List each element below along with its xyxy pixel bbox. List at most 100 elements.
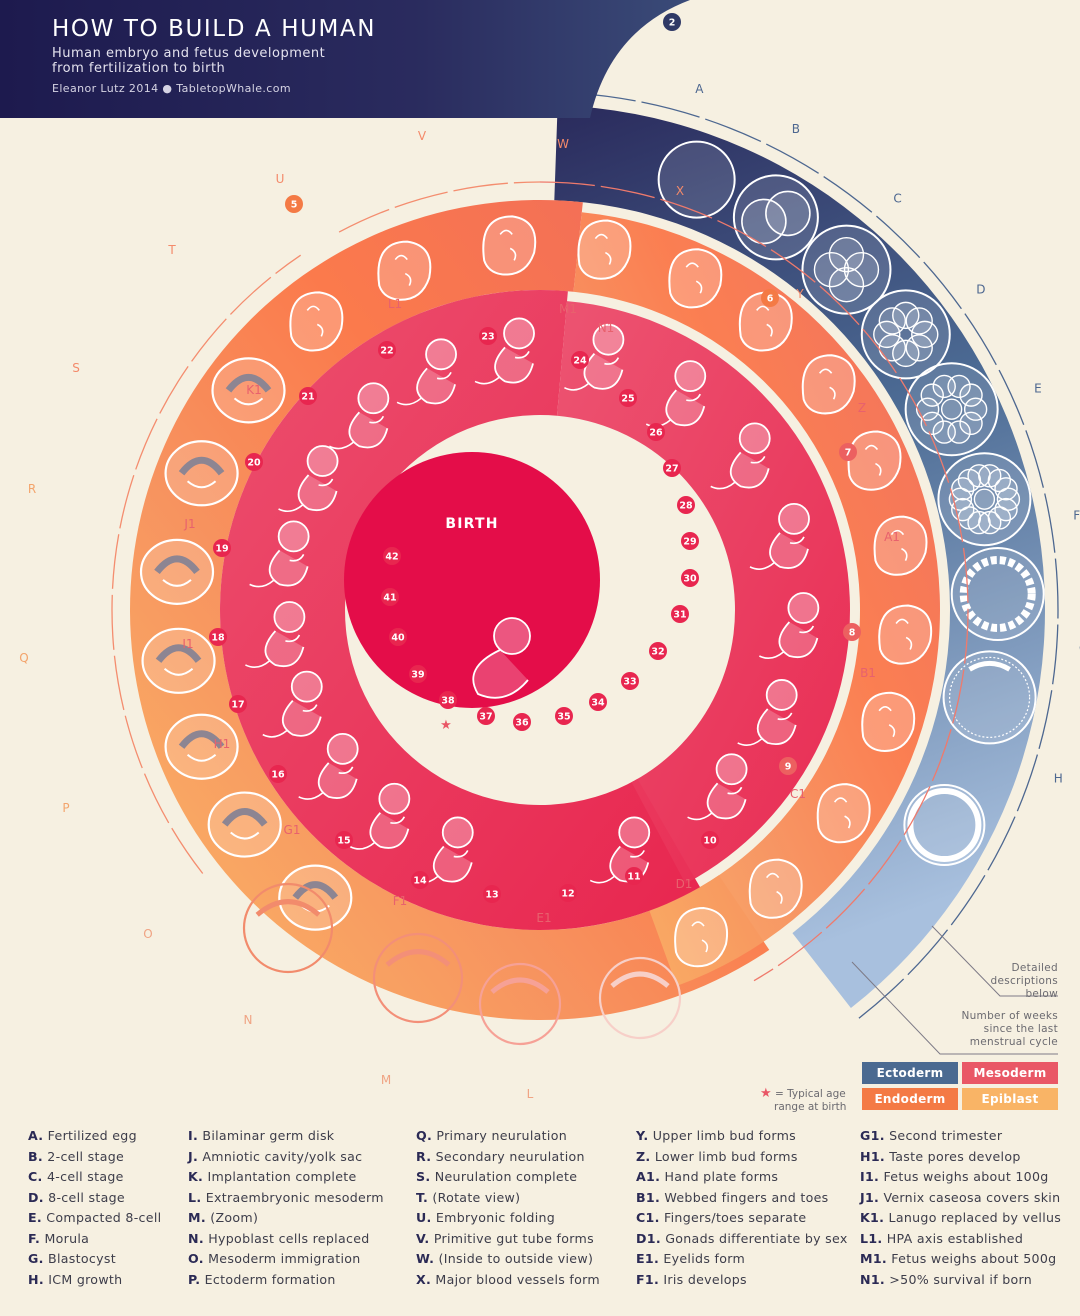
key-item: N. Hypoblast cells replaced bbox=[188, 1231, 384, 1252]
cell-blastomere bbox=[878, 334, 907, 362]
outer-stage-label: A bbox=[695, 82, 704, 96]
week-marker: 8 bbox=[843, 623, 861, 641]
star-note-line-2: range at birth bbox=[774, 1101, 847, 1113]
key-description: Blastocyst bbox=[43, 1251, 116, 1266]
cell-blastomere bbox=[940, 398, 963, 420]
week-marker-dot bbox=[839, 443, 857, 461]
inner-ring-band-right bbox=[556, 301, 850, 884]
week-marker-dot bbox=[335, 831, 353, 849]
cell-blastomere bbox=[963, 397, 988, 421]
week-marker: 20 bbox=[245, 453, 263, 471]
key-description: Hand plate forms bbox=[660, 1169, 779, 1184]
key-description: Bilaminar germ disk bbox=[198, 1128, 335, 1143]
fetus-arm bbox=[436, 371, 452, 380]
fetus-leg bbox=[710, 481, 736, 490]
outer-stage-cell bbox=[904, 362, 999, 457]
embryo-outline bbox=[278, 864, 353, 931]
week-marker: 40 bbox=[389, 628, 407, 646]
neural-plate bbox=[225, 373, 272, 393]
embryo-outline bbox=[861, 691, 916, 752]
cell-blastomere bbox=[947, 374, 971, 399]
embryo-illustration bbox=[211, 357, 286, 424]
key-letter: N1. bbox=[860, 1271, 885, 1287]
outer-stage-cell bbox=[937, 452, 1032, 547]
embryo-detail bbox=[756, 305, 770, 311]
fetus-leg bbox=[298, 792, 324, 800]
fetus-head bbox=[290, 670, 323, 703]
week-marker-dot bbox=[209, 628, 227, 646]
key-letter: A. bbox=[28, 1128, 44, 1143]
fetus-body bbox=[432, 845, 473, 883]
embryo-detail bbox=[594, 233, 609, 240]
week-marker-dot bbox=[681, 532, 699, 550]
fetus-arm bbox=[789, 536, 805, 545]
fetus-illustration bbox=[749, 502, 810, 570]
key-item: T. (Rotate view) bbox=[416, 1190, 600, 1211]
key-description: Fingers/toes separate bbox=[659, 1210, 807, 1225]
week-marker-label: 27 bbox=[665, 464, 678, 475]
week-marker-dot bbox=[701, 831, 719, 849]
week-marker-label: 7 bbox=[845, 448, 852, 459]
key-item: W. (Inside to outside view) bbox=[416, 1251, 600, 1272]
middle-stage-label: W bbox=[557, 137, 569, 151]
week-marker-label: 2 bbox=[669, 18, 676, 29]
embryo-fold bbox=[162, 579, 192, 587]
key-letter: J1. bbox=[860, 1189, 880, 1205]
fetus-body bbox=[472, 649, 529, 699]
fetus-body bbox=[769, 532, 809, 569]
embryo-illustration bbox=[482, 215, 537, 276]
credit: Eleanor Lutz 2014 ● TabletopWhale.com bbox=[52, 82, 291, 95]
fetus-illustration bbox=[687, 753, 748, 821]
limb-bud bbox=[776, 890, 783, 904]
legend-epiblast: Epiblast bbox=[962, 1088, 1058, 1110]
fetus-head bbox=[778, 502, 810, 535]
week-marker: 22 bbox=[378, 341, 396, 359]
cell-membrane bbox=[860, 289, 951, 380]
embryo-fold bbox=[163, 668, 194, 676]
limb-bud bbox=[905, 636, 913, 650]
key-item: H1. Taste pores develop bbox=[860, 1149, 1061, 1170]
fetus-illustration bbox=[245, 601, 306, 669]
key-description: Extraembryonic mesoderm bbox=[201, 1189, 384, 1205]
key-letter: L. bbox=[188, 1189, 202, 1205]
middle-stage-label: I1 bbox=[182, 637, 193, 651]
key-description: (Inside to outside view) bbox=[434, 1251, 594, 1266]
embryonic-disk bbox=[610, 971, 670, 988]
middle-ring bbox=[111, 181, 969, 1021]
cell-blastomere bbox=[878, 307, 907, 335]
key-description: Major blood vessels form bbox=[431, 1271, 600, 1287]
embryo-illustration bbox=[139, 538, 215, 605]
fetus-illustration bbox=[474, 317, 535, 385]
key-letter: F. bbox=[28, 1230, 41, 1246]
key-description: Fertilized egg bbox=[43, 1128, 137, 1143]
key-letter: V. bbox=[416, 1230, 430, 1246]
week-marker-label: 9 bbox=[785, 762, 792, 773]
fetus-illustration bbox=[413, 816, 474, 884]
bottom-stage-label: O bbox=[143, 927, 152, 941]
fetus-illustration bbox=[645, 360, 707, 428]
week-marker-label: 38 bbox=[441, 696, 455, 707]
key-item: D. 8-cell stage bbox=[28, 1190, 161, 1211]
key-item: F1. Iris develops bbox=[636, 1272, 848, 1293]
inner-ring-band bbox=[220, 289, 700, 930]
week-marker-label: 29 bbox=[683, 537, 696, 548]
week-marker: 7 bbox=[839, 443, 857, 461]
week-marker: 10 bbox=[701, 831, 719, 849]
cell-membrane bbox=[801, 224, 892, 315]
key-letter: H1. bbox=[860, 1148, 885, 1164]
cell-blastomere bbox=[828, 236, 865, 273]
early-stage-cell bbox=[372, 932, 464, 1024]
fetus-head bbox=[493, 617, 531, 655]
fetus-arm bbox=[750, 455, 766, 464]
neural-plate bbox=[178, 456, 225, 476]
outer-ring-bracket bbox=[576, 92, 1059, 1019]
early-stage-cells bbox=[242, 882, 682, 1046]
week-marker: 31 bbox=[671, 605, 689, 623]
fetus-body bbox=[297, 474, 338, 512]
weeks-note: Number of weeks since the last menstrual… bbox=[930, 1010, 1058, 1049]
key-item: O. Mesoderm immigration bbox=[188, 1251, 384, 1272]
cell-blastomere bbox=[959, 411, 983, 436]
middle-stage-label: V bbox=[418, 129, 427, 143]
key-item: C. 4-cell stage bbox=[28, 1169, 161, 1190]
fetus-head bbox=[787, 592, 820, 624]
